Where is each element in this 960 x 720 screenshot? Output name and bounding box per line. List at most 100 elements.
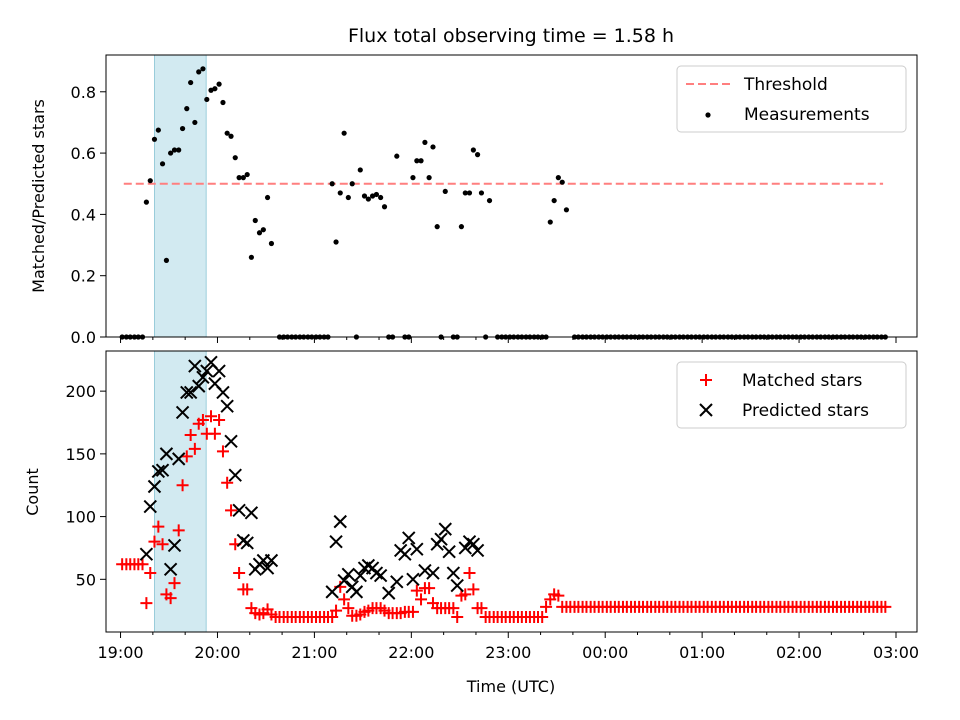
measurement-point bbox=[200, 66, 206, 72]
count-x-axis: 19:00 20:00 21:00 22:00 23:00 00:00 01:00 02:00… bbox=[97, 632, 919, 662]
measurement-point bbox=[414, 158, 420, 164]
ratio-legend: Threshold Measurements bbox=[676, 65, 907, 133]
predicted-star-marker bbox=[143, 499, 157, 514]
measurement-point bbox=[252, 217, 258, 224]
measurement-point bbox=[220, 99, 226, 106]
measurement-point bbox=[147, 178, 153, 184]
x-tick-label: 23:00 bbox=[485, 643, 531, 662]
measurement-point bbox=[168, 150, 174, 156]
matched-star-marker bbox=[451, 610, 464, 623]
measurement-point bbox=[151, 136, 158, 142]
predicted-star-marker bbox=[450, 578, 464, 593]
matched-star-marker bbox=[184, 429, 197, 442]
predicted-star-marker bbox=[200, 364, 214, 378]
measurement-point bbox=[204, 96, 210, 103]
measurement-point bbox=[381, 204, 388, 210]
count-legend-box bbox=[676, 361, 907, 429]
legend-measurement-icon bbox=[705, 112, 711, 118]
measurement-point bbox=[563, 207, 570, 213]
x-tick-label: 01:00 bbox=[679, 643, 725, 662]
predicted-star-marker bbox=[244, 506, 259, 520]
count-y-tick-label: 150 bbox=[65, 445, 96, 464]
measurement-point bbox=[228, 133, 234, 139]
predicted-star-marker bbox=[438, 522, 452, 536]
matched-star-marker bbox=[241, 583, 254, 596]
predicted-star-marker bbox=[260, 561, 275, 575]
measurement-point bbox=[373, 191, 380, 198]
matched-star-marker bbox=[326, 610, 339, 623]
predicted-star-marker bbox=[183, 385, 198, 400]
ratio-y-tick-label: 0.2 bbox=[71, 267, 96, 286]
predicted-star-marker bbox=[446, 566, 461, 580]
matched-star-marker bbox=[188, 442, 201, 455]
predicted-star-marker bbox=[220, 399, 234, 413]
predicted-star-marker bbox=[264, 553, 279, 568]
measurement-point bbox=[422, 139, 428, 145]
x-tick-label: 00:00 bbox=[582, 643, 628, 662]
count-highlight-span bbox=[154, 350, 207, 633]
measurement-point bbox=[176, 147, 182, 153]
measurement-point bbox=[268, 240, 275, 247]
measurement-point bbox=[418, 158, 424, 164]
x-axis-label: Time (UTC) bbox=[466, 677, 555, 696]
predicted-star-points bbox=[139, 355, 485, 600]
measurement-point bbox=[329, 181, 335, 187]
predicted-star-marker bbox=[180, 385, 194, 400]
measurement-point bbox=[337, 190, 343, 196]
measurement-point bbox=[171, 147, 178, 153]
predicted-star-marker bbox=[212, 364, 226, 378]
measurement-point bbox=[155, 127, 161, 133]
count-panel: 50 100 150 200 19:00 20:00 21:00 22:00 23:00 00:… bbox=[23, 350, 919, 696]
matched-star-marker bbox=[148, 535, 161, 548]
measurement-point bbox=[248, 254, 254, 260]
matched-star-marker bbox=[475, 602, 488, 615]
predicted-star-marker bbox=[167, 538, 182, 553]
matched-star-marker bbox=[338, 593, 351, 606]
measurement-point bbox=[410, 175, 416, 181]
predicted-star-marker bbox=[151, 464, 166, 479]
ratio-plot-frame bbox=[105, 54, 918, 338]
ratio-panel: 0.00.20.40.60.8 Matched/Predicted stars … bbox=[29, 54, 918, 347]
measurement-point bbox=[341, 130, 347, 136]
matched-star-marker bbox=[552, 589, 565, 602]
predicted-star-marker bbox=[353, 568, 367, 583]
measurement-points bbox=[119, 66, 888, 340]
matched-star-marker bbox=[540, 600, 553, 613]
measurement-point bbox=[163, 257, 170, 263]
predicted-star-marker bbox=[155, 463, 170, 477]
count-y-tick-label: 50 bbox=[76, 570, 96, 589]
matched-star-marker bbox=[233, 567, 246, 580]
measurement-point bbox=[240, 175, 246, 181]
matched-star-marker bbox=[410, 584, 423, 597]
matched-star-marker bbox=[196, 413, 209, 426]
count-plot-frame bbox=[105, 350, 918, 633]
predicted-star-marker bbox=[349, 585, 364, 599]
x-tick-label: 22:00 bbox=[388, 643, 434, 662]
legend-predicted-label: Predicted stars bbox=[742, 401, 869, 421]
predicted-star-marker bbox=[369, 566, 384, 580]
legend-matched-label: Matched stars bbox=[742, 371, 862, 391]
matched-star-marker bbox=[180, 450, 193, 463]
measurement-point bbox=[236, 175, 242, 181]
measurement-point bbox=[442, 188, 448, 195]
matched-star-marker bbox=[216, 445, 229, 458]
measurement-point bbox=[179, 125, 186, 132]
matched-star-marker bbox=[205, 410, 218, 423]
predicted-star-marker bbox=[216, 385, 230, 400]
predicted-star-marker bbox=[398, 547, 412, 561]
predicted-star-marker bbox=[159, 447, 174, 461]
matched-star-points bbox=[116, 410, 892, 623]
ratio-y-tick-label: 0.4 bbox=[71, 205, 96, 224]
predicted-star-marker bbox=[470, 543, 485, 558]
matched-star-marker bbox=[225, 504, 238, 517]
predicted-star-marker bbox=[402, 531, 416, 545]
ratio-y-axis-label: Matched/Predicted stars bbox=[29, 99, 48, 293]
matched-star-marker bbox=[467, 583, 480, 596]
predicted-star-marker bbox=[426, 566, 440, 580]
measurement-point bbox=[244, 171, 250, 178]
predicted-star-marker bbox=[382, 586, 396, 600]
predicted-star-marker bbox=[192, 379, 206, 393]
matched-star-marker bbox=[447, 602, 460, 615]
predicted-star-marker bbox=[442, 545, 456, 559]
